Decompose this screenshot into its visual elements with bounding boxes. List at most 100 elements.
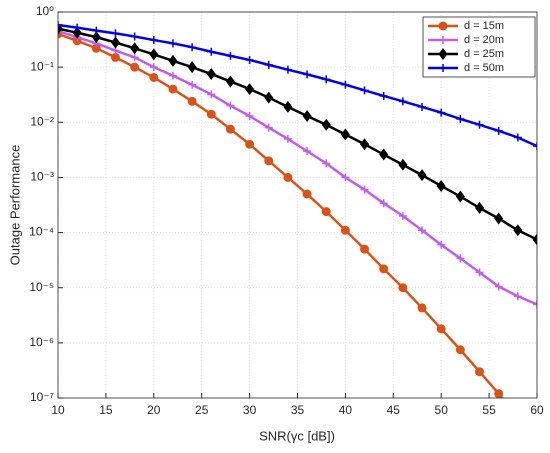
marker bbox=[111, 29, 120, 38]
marker bbox=[533, 436, 541, 444]
x-tick-label: 60 bbox=[530, 403, 544, 417]
marker bbox=[475, 268, 484, 277]
legend-label: d = 50m bbox=[464, 62, 504, 74]
marker bbox=[514, 413, 522, 421]
marker bbox=[245, 139, 255, 149]
marker bbox=[206, 68, 216, 81]
marker bbox=[149, 48, 159, 61]
series bbox=[58, 21, 541, 444]
marker bbox=[436, 179, 446, 192]
marker bbox=[283, 172, 293, 182]
marker bbox=[494, 282, 503, 291]
y-tick-label: 10⁰ bbox=[36, 4, 54, 18]
marker bbox=[455, 345, 465, 355]
marker bbox=[436, 324, 446, 334]
marker bbox=[245, 55, 254, 64]
marker bbox=[130, 42, 140, 55]
marker bbox=[245, 112, 254, 121]
marker bbox=[494, 389, 504, 398]
marker bbox=[188, 80, 197, 89]
marker bbox=[398, 97, 407, 106]
marker bbox=[149, 63, 158, 72]
y-axis-label: Outage Performance bbox=[7, 145, 22, 266]
x-tick-label: 30 bbox=[243, 403, 257, 417]
marker bbox=[225, 124, 235, 134]
marker bbox=[303, 147, 312, 156]
marker bbox=[72, 26, 82, 39]
marker bbox=[302, 110, 312, 123]
marker bbox=[494, 212, 504, 225]
marker bbox=[341, 80, 350, 89]
x-tick-label: 45 bbox=[387, 403, 401, 417]
x-tick-label: 50 bbox=[435, 403, 449, 417]
marker bbox=[283, 134, 292, 143]
marker bbox=[398, 211, 407, 220]
marker bbox=[226, 101, 235, 110]
marker bbox=[187, 61, 197, 74]
marker bbox=[533, 300, 537, 309]
marker bbox=[379, 264, 389, 274]
marker bbox=[398, 158, 408, 171]
marker bbox=[321, 118, 331, 131]
marker bbox=[360, 244, 370, 254]
marker bbox=[245, 83, 255, 96]
marker bbox=[302, 189, 312, 199]
marker bbox=[379, 199, 388, 208]
marker bbox=[264, 60, 273, 69]
x-tick-label: 10 bbox=[51, 403, 65, 417]
y-tick-label: 10⁻⁴ bbox=[29, 225, 54, 239]
y-tick-label: 10⁻⁷ bbox=[30, 390, 54, 404]
marker bbox=[439, 64, 447, 72]
y-tick-label: 10⁻² bbox=[30, 114, 54, 128]
marker bbox=[110, 36, 120, 49]
marker bbox=[418, 102, 427, 111]
marker bbox=[494, 126, 503, 135]
marker bbox=[398, 283, 408, 293]
marker bbox=[322, 159, 331, 168]
marker bbox=[58, 21, 62, 30]
y-tick-label: 10⁻⁵ bbox=[29, 280, 54, 294]
y-tick-label: 10⁻⁶ bbox=[29, 335, 54, 349]
marker bbox=[187, 96, 197, 106]
series-line bbox=[58, 29, 537, 306]
marker bbox=[475, 201, 485, 214]
marker bbox=[283, 100, 293, 113]
x-tick-label: 15 bbox=[99, 403, 113, 417]
marker bbox=[188, 43, 197, 52]
marker bbox=[456, 254, 465, 263]
marker bbox=[206, 109, 216, 119]
marker bbox=[168, 71, 177, 80]
marker bbox=[360, 138, 370, 151]
marker bbox=[437, 108, 446, 117]
marker bbox=[321, 207, 331, 217]
x-tick-label: 55 bbox=[482, 403, 496, 417]
marker bbox=[417, 169, 427, 182]
legend-label: d = 20m bbox=[464, 34, 504, 46]
marker bbox=[360, 86, 369, 95]
marker bbox=[264, 91, 274, 104]
marker bbox=[73, 23, 82, 32]
marker bbox=[110, 52, 120, 62]
marker bbox=[455, 190, 465, 203]
legend-label: d = 25m bbox=[464, 48, 504, 60]
marker bbox=[340, 128, 350, 141]
marker bbox=[437, 240, 446, 249]
marker bbox=[475, 367, 485, 377]
marker bbox=[417, 303, 427, 313]
marker bbox=[418, 226, 427, 235]
marker bbox=[168, 84, 178, 94]
marker bbox=[379, 91, 388, 100]
marker bbox=[438, 48, 448, 60]
marker bbox=[130, 62, 140, 72]
marker bbox=[226, 51, 235, 60]
marker bbox=[207, 90, 216, 99]
ticks: 10 15 20 25 30 35 40 45 50 55 60 10⁻⁷ 10⁻⁶ 10⁻⁵ 10⁻⁴ 10… bbox=[29, 4, 544, 417]
marker bbox=[513, 224, 523, 237]
marker bbox=[168, 54, 178, 67]
marker bbox=[475, 120, 484, 129]
marker bbox=[532, 233, 537, 246]
legend: d = 15m d = 20m d = 25m d = 50m bbox=[422, 16, 536, 78]
marker bbox=[379, 148, 389, 161]
marker bbox=[130, 53, 139, 62]
marker bbox=[149, 72, 159, 82]
